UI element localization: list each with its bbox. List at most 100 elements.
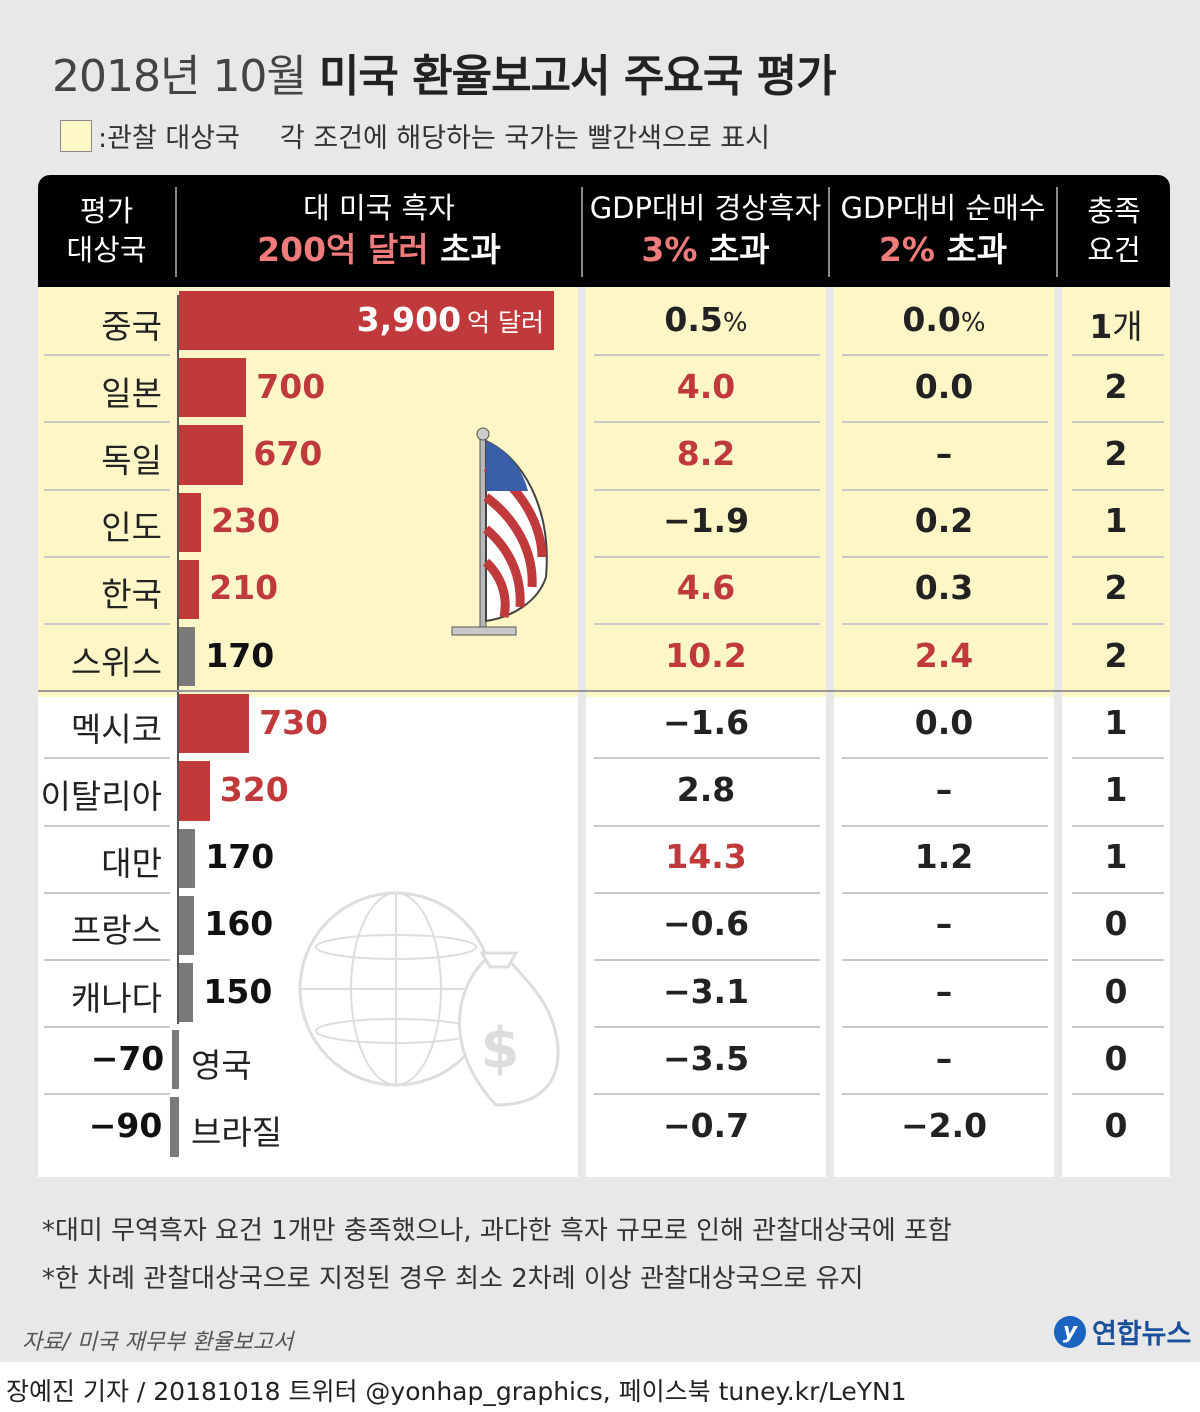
country-label: 중국 xyxy=(101,306,162,346)
svg-text:$: $ xyxy=(481,1016,520,1081)
current-account-cell: 10.2 xyxy=(665,635,747,675)
fx-purchase-cell: 0.3 xyxy=(914,568,974,608)
header-current: GDP대비 경상흑자 3% 초과 xyxy=(583,175,828,287)
logo-mark-icon: y xyxy=(1054,1315,1086,1348)
surplus-value-label: 230 xyxy=(211,501,280,541)
fx-purchase-cell: 0.2 xyxy=(914,501,974,541)
table-header: 평가 대상국 대 미국 흑자 200억 달러 초과 GDP대비 경상흑자 3% … xyxy=(38,175,1170,287)
observation-divider xyxy=(38,690,1170,693)
fx-purchase-cell: – xyxy=(935,904,953,944)
row-separator xyxy=(1072,555,1164,558)
header-country: 평가 대상국 xyxy=(38,175,175,287)
header-met-line2: 요건 xyxy=(1087,233,1141,267)
surplus-value-label: 210 xyxy=(209,568,279,608)
row-separator xyxy=(44,824,170,827)
row-separator xyxy=(594,421,820,424)
page-title: 2018년 10월 미국 환율보고서 주요국 평가 xyxy=(52,40,837,104)
surplus-value-label: 150 xyxy=(203,971,273,1011)
row-separator xyxy=(44,1026,170,1029)
surplus-value-label: 670 xyxy=(253,434,323,473)
country-label: 이탈리아 xyxy=(40,777,162,816)
fx-purchase-cell: 0.0 xyxy=(914,702,974,742)
surplus-bar xyxy=(179,358,247,418)
row-separator xyxy=(594,1093,820,1096)
country-label: 캐나다 xyxy=(70,978,162,1018)
column-gap xyxy=(578,287,586,1177)
row-separator xyxy=(1072,354,1164,357)
header-divider xyxy=(581,187,583,277)
row-separator xyxy=(594,1026,820,1029)
surplus-value-label: 3,900 억 달러 xyxy=(356,299,544,339)
header-country-line1: 평가 xyxy=(79,193,134,228)
legend: :관찰 대상국 각 조건에 해당하는 국가는 빨간색으로 표시 xyxy=(60,116,770,155)
surplus-value-label: 170 xyxy=(205,635,275,675)
current-account-cell: −1.9 xyxy=(662,501,750,541)
row-separator xyxy=(1072,891,1164,894)
surplus-bar xyxy=(179,895,195,955)
bar-axis xyxy=(177,295,179,1025)
current-account-cell: −3.1 xyxy=(662,971,750,1011)
surplus-bar xyxy=(179,761,210,821)
header-current-rest: 초과 xyxy=(697,230,770,270)
current-account-cell: −3.5 xyxy=(662,1038,750,1078)
row-separator xyxy=(1072,1093,1164,1096)
row-separator xyxy=(842,824,1048,827)
criteria-met-cell: 0 xyxy=(1104,1038,1128,1078)
criteria-met-cell: 1개 xyxy=(1089,306,1143,346)
legend-swatch-label: :관찰 대상국 xyxy=(98,123,240,154)
country-label: 브라질 xyxy=(191,1113,283,1152)
country-label: 프랑스 xyxy=(70,911,162,951)
surplus-bar xyxy=(179,559,200,619)
row-separator xyxy=(44,488,170,491)
current-account-cell: 2.8 xyxy=(676,770,736,809)
row-separator xyxy=(1072,959,1164,961)
country-label: 인도 xyxy=(101,508,162,548)
criteria-met-cell: 1 xyxy=(1104,837,1128,877)
row-separator xyxy=(594,354,820,357)
footnote: *대미 무역흑자 요건 1개만 충족했으나, 과다한 흑자 규모로 인해 관찰대… xyxy=(42,1216,952,1246)
us-flag-icon xyxy=(451,427,548,636)
surplus-value-label: −90 xyxy=(88,1106,163,1145)
row-separator xyxy=(842,354,1048,357)
criteria-met-cell: 0 xyxy=(1104,904,1128,944)
row-separator xyxy=(842,421,1048,424)
title-prefix: 2018년 10월 xyxy=(52,51,319,102)
row-separator xyxy=(842,757,1048,760)
country-label: 멕시코 xyxy=(70,709,162,749)
header-current-line1: GDP대비 경상흑자 xyxy=(589,191,822,226)
row-separator xyxy=(594,623,820,625)
row-separator xyxy=(44,623,170,625)
header-met-line1: 충족 xyxy=(1087,193,1141,228)
row-separator xyxy=(594,488,820,491)
current-account-cell: 8.2 xyxy=(676,434,736,473)
surplus-bar xyxy=(172,1030,179,1090)
row-separator xyxy=(44,891,170,894)
fx-purchase-cell: −2.0 xyxy=(900,1106,988,1145)
surplus-bar xyxy=(179,492,202,552)
evaluation-table: 평가 대상국 대 미국 흑자 200억 달러 초과 GDP대비 경상흑자 3% … xyxy=(38,175,1170,1177)
country-label: 일본 xyxy=(101,373,162,413)
column-gap xyxy=(1054,287,1062,1177)
surplus-bar xyxy=(179,694,250,754)
header-divider xyxy=(175,187,177,277)
surplus-value-label: 700 xyxy=(256,366,326,406)
current-account-cell: 14.3 xyxy=(665,837,747,877)
header-surplus-rest: 초과 xyxy=(428,230,501,270)
source-note: 자료/ 미국 재무부 환율보고서 xyxy=(22,1330,294,1355)
row-separator xyxy=(842,488,1048,491)
country-label: 한국 xyxy=(101,575,162,615)
surplus-value-label: 730 xyxy=(259,702,329,742)
surplus-value-label: −70 xyxy=(90,1038,165,1078)
row-separator xyxy=(1072,757,1164,760)
row-separator xyxy=(1072,1026,1164,1029)
header-surplus-line1: 대 미국 흑자 xyxy=(303,191,455,226)
column-gap xyxy=(826,287,834,1177)
surplus-bar xyxy=(179,627,196,687)
footnote: *한 차례 관찰대상국으로 지정된 경우 최소 2차례 이상 관찰대상국으로 유… xyxy=(42,1264,864,1294)
surplus-value-label: 320 xyxy=(219,770,289,809)
fx-purchase-cell: – xyxy=(935,770,953,809)
criteria-met-cell: 0 xyxy=(1104,1106,1128,1145)
row-separator xyxy=(44,959,170,961)
row-separator xyxy=(1072,824,1164,827)
criteria-met-cell: 2 xyxy=(1104,366,1128,406)
